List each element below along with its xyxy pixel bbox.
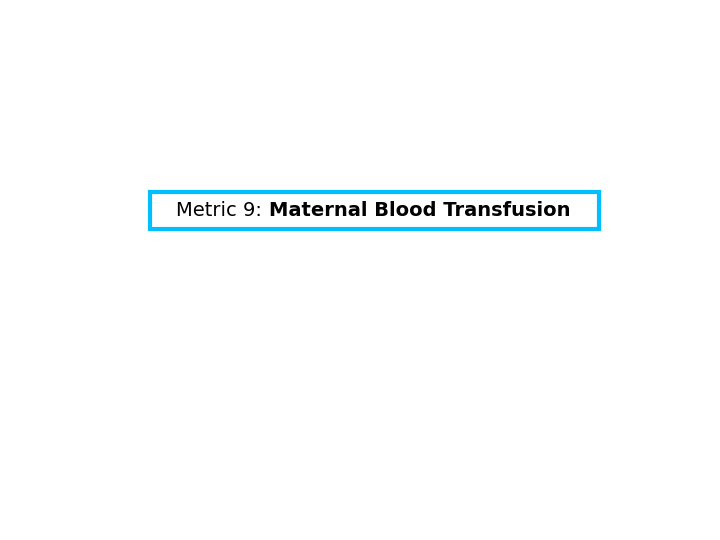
FancyBboxPatch shape <box>150 192 600 229</box>
Text: Metric 9:: Metric 9: <box>176 201 269 220</box>
Text: Maternal Blood Transfusion: Maternal Blood Transfusion <box>269 201 570 220</box>
